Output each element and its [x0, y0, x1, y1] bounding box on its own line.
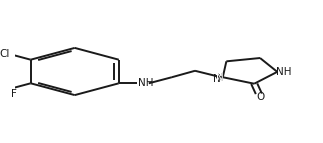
Text: N: N — [214, 74, 221, 84]
Text: Cl: Cl — [0, 49, 9, 59]
Text: F: F — [11, 89, 17, 99]
Text: NH: NH — [138, 78, 153, 88]
Text: N: N — [216, 73, 224, 83]
Text: N: N — [216, 73, 224, 83]
Text: NH: NH — [276, 67, 292, 77]
Text: O: O — [256, 92, 264, 102]
